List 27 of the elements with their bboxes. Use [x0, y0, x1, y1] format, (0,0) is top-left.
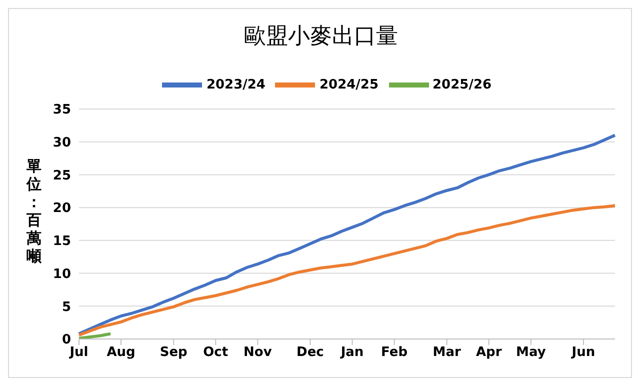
- y-tick-label: 20: [52, 201, 71, 216]
- y-tick-label: 0: [62, 332, 71, 348]
- x-tick-label: Nov: [244, 345, 272, 360]
- x-tick-label: Sep: [160, 345, 188, 360]
- y-tick-label: 35: [52, 102, 71, 118]
- x-tick-label: Aug: [106, 345, 136, 360]
- y-tick-label: 15: [52, 234, 71, 250]
- line-series: [78, 134, 616, 336]
- x-tick-label: Jul: [68, 345, 88, 360]
- legend-label: 2024/25: [319, 78, 379, 93]
- y-tick-label: 25: [52, 168, 71, 184]
- x-tick-label: Jun: [570, 345, 596, 360]
- legend-label: 2025/26: [432, 78, 492, 93]
- y-axis-title: 單位：百萬噸: [25, 157, 42, 265]
- x-tick-label: Apr: [476, 345, 502, 360]
- chart-title: 歐盟小麥出口量: [243, 23, 399, 51]
- x-tick-label: Feb: [381, 345, 408, 360]
- x-tick-label: Mar: [432, 345, 462, 360]
- y-tick-label: 5: [62, 300, 71, 315]
- y-tick-label: 10: [52, 266, 71, 282]
- x-tick-label: Oct: [203, 345, 228, 360]
- x-tick-label: Dec: [296, 345, 324, 360]
- x-tick-label: Jan: [340, 345, 364, 360]
- line-series: [78, 204, 616, 337]
- y-tick-label: 30: [52, 135, 71, 150]
- x-tick-label: May: [516, 345, 546, 360]
- legend-label: 2023/24: [206, 78, 266, 93]
